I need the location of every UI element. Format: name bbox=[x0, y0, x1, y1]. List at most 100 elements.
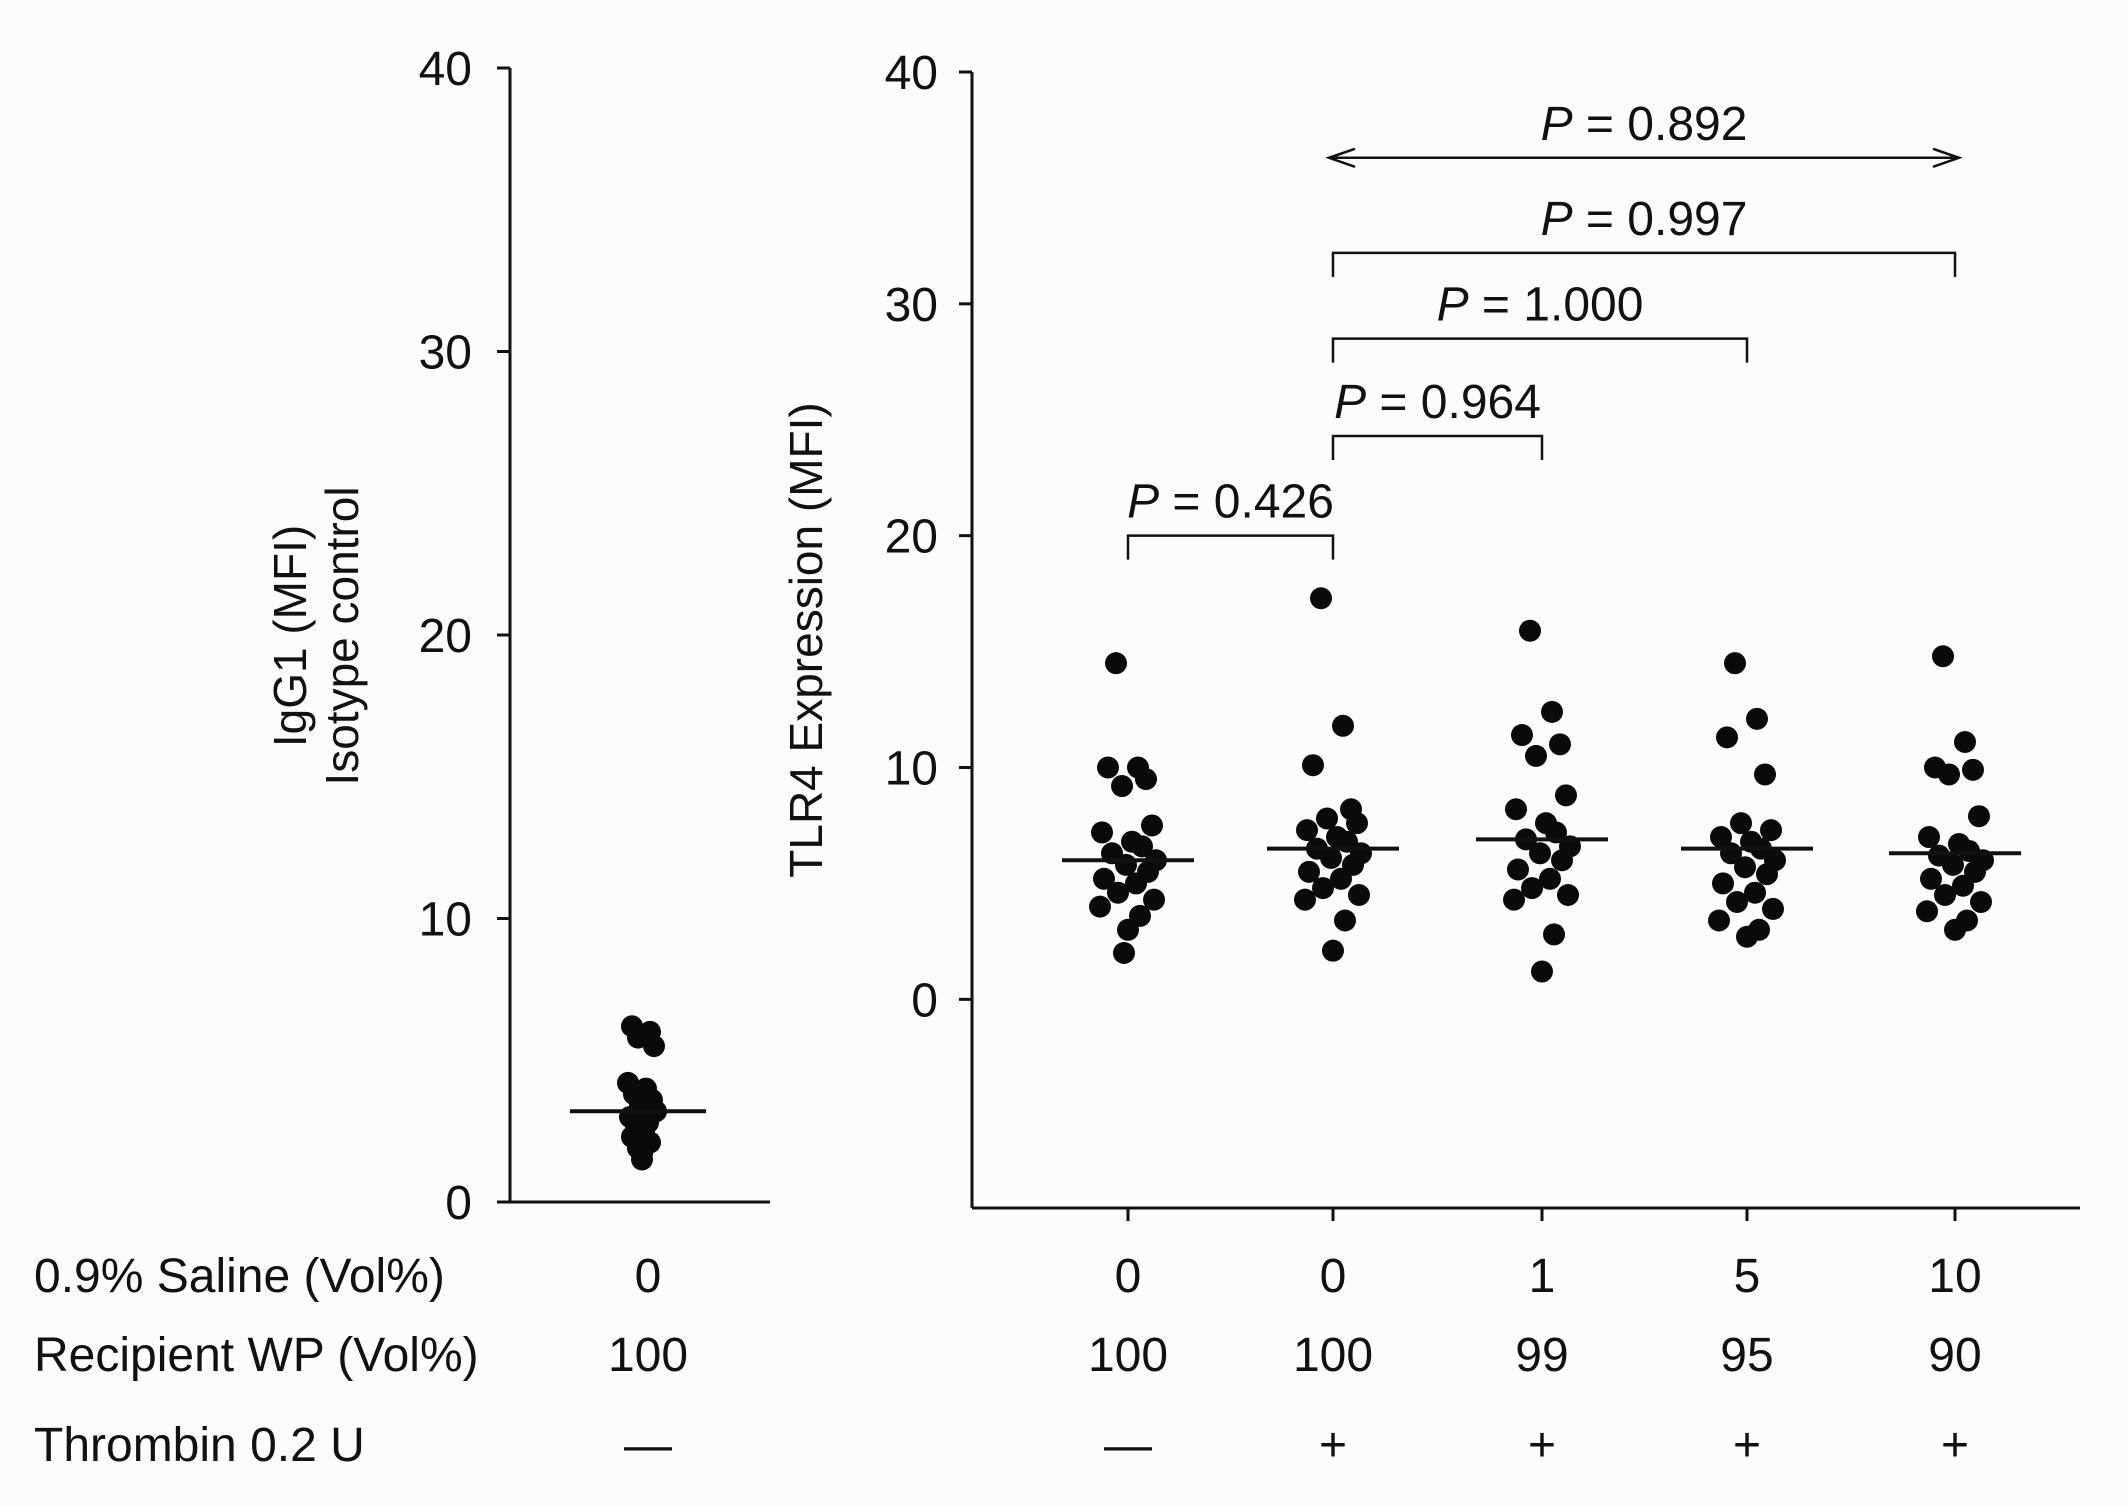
p-value-label: P = 1.000 bbox=[1437, 279, 1644, 332]
tlr4-data-point bbox=[1726, 890, 1748, 913]
right-y-tick-label: 20 bbox=[885, 511, 938, 564]
right-y-tick-label: 0 bbox=[911, 974, 938, 1027]
tlr4-data-point bbox=[1334, 909, 1356, 932]
tlr4-expression-panel: 0 10 20 30 40 TLR4 Expression (MFI) P = 0.42… bbox=[780, 47, 2080, 1221]
tlr4-data-point bbox=[1310, 587, 1332, 610]
wp-value: 100 bbox=[608, 1329, 688, 1382]
tlr4-data-point bbox=[1916, 900, 1938, 923]
tlr4-data-point bbox=[1539, 867, 1561, 890]
saline-value: 0 bbox=[1115, 1250, 1142, 1303]
tlr4-data-point bbox=[1736, 925, 1758, 948]
wp-value: 95 bbox=[1720, 1329, 1773, 1382]
left-y-tick-label: 20 bbox=[419, 610, 472, 663]
right-y-tick-label: 30 bbox=[885, 279, 938, 332]
tlr4-data-point bbox=[1302, 754, 1324, 777]
isotype-data-point bbox=[643, 1035, 665, 1058]
tlr4-data-point bbox=[1125, 872, 1147, 895]
thrombin-value: + bbox=[1941, 1419, 1969, 1472]
tlr4-data-point bbox=[1105, 652, 1127, 675]
tlr4-data-point bbox=[1117, 918, 1139, 941]
tlr4-data-point bbox=[1543, 923, 1565, 946]
tlr4-data-point bbox=[1525, 744, 1547, 767]
tlr4-data-point bbox=[1519, 619, 1541, 642]
tlr4-data-point bbox=[1968, 805, 1990, 828]
tlr4-data-point bbox=[1952, 874, 1974, 897]
tlr4-data-point bbox=[1932, 645, 1954, 668]
tlr4-data-point bbox=[1141, 814, 1163, 837]
tlr4-data-point bbox=[1296, 819, 1318, 842]
saline-value: 0 bbox=[635, 1250, 662, 1303]
tlr4-data-point bbox=[1294, 888, 1316, 911]
tlr4-data-point bbox=[1332, 714, 1354, 737]
isotype-data-point bbox=[631, 1148, 653, 1171]
wp-value: 99 bbox=[1515, 1329, 1568, 1382]
p-value-label: P = 0.426 bbox=[1127, 476, 1334, 529]
right-y-tick-label: 10 bbox=[885, 743, 938, 796]
tlr4-data-point bbox=[1091, 821, 1113, 844]
saline-value: 5 bbox=[1734, 1250, 1761, 1303]
tlr4-data-point bbox=[1549, 733, 1571, 756]
tlr4-data-point bbox=[1330, 867, 1352, 890]
thrombin-value: + bbox=[1319, 1419, 1347, 1472]
tlr4-data-point bbox=[1111, 775, 1133, 798]
tlr4-data-point bbox=[1093, 867, 1115, 890]
right-y-label: TLR4 Expression (MFI) bbox=[780, 402, 832, 877]
tlr4-data-point bbox=[1712, 872, 1734, 895]
left-y-tick-label: 30 bbox=[419, 327, 472, 380]
tlr4-data-point bbox=[1762, 897, 1784, 920]
tlr4-data-point bbox=[1529, 842, 1551, 865]
saline-row-label: 0.9% Saline (Vol%) bbox=[34, 1250, 445, 1303]
tlr4-data-point bbox=[1962, 758, 1984, 781]
tlr4-data-point bbox=[1089, 895, 1111, 918]
comparison-bracket bbox=[1331, 337, 1749, 363]
tlr4-data-point bbox=[1507, 858, 1529, 881]
tlr4-data-point bbox=[1760, 819, 1782, 842]
tlr4-data-point bbox=[1541, 700, 1563, 723]
tlr4-data-point bbox=[1934, 884, 1956, 907]
tlr4-data-point bbox=[1135, 768, 1157, 791]
thrombin-row-label: Thrombin 0.2 U bbox=[34, 1419, 365, 1472]
tlr4-data-point bbox=[1298, 860, 1320, 883]
tlr4-data-point bbox=[1131, 835, 1153, 858]
thrombin-value: + bbox=[1528, 1419, 1556, 1472]
thrombin-value: + bbox=[1733, 1419, 1761, 1472]
tlr4-data-point bbox=[1505, 798, 1527, 821]
left-y-label-line2: Isotype control bbox=[316, 486, 368, 785]
tlr4-data-point bbox=[1944, 918, 1966, 941]
tlr4-data-point bbox=[1730, 812, 1752, 835]
comparison-bracket bbox=[1126, 534, 1335, 560]
isotype-control-panel: 0 10 20 30 40 IgG1 (MFI) Isotype control bbox=[264, 43, 770, 1230]
right-y-tick-label: 40 bbox=[885, 47, 938, 100]
p-value-label: P = 0.997 bbox=[1541, 193, 1748, 246]
tlr4-data-point bbox=[1316, 807, 1338, 830]
left-y-label-line1: IgG1 (MFI) bbox=[264, 525, 316, 747]
wp-value: 100 bbox=[1293, 1329, 1373, 1382]
tlr4-data-point bbox=[1716, 726, 1738, 749]
tlr4-data-point bbox=[1322, 939, 1344, 962]
comparison-bracket bbox=[1331, 434, 1544, 460]
tlr4-data-point bbox=[1551, 849, 1573, 872]
tlr4-data-point bbox=[1708, 909, 1730, 932]
comparison-bracket bbox=[1331, 251, 1957, 277]
tlr4-data-point bbox=[1746, 707, 1768, 730]
arrow-head-right bbox=[1932, 147, 1963, 168]
saline-value: 0 bbox=[1320, 1250, 1347, 1303]
tlr4-data-point bbox=[1734, 856, 1756, 879]
tlr4-data-point bbox=[1320, 846, 1342, 869]
tlr4-data-point bbox=[1555, 784, 1577, 807]
tlr4-data-point bbox=[1744, 881, 1766, 904]
left-y-tick-label: 0 bbox=[445, 1177, 472, 1230]
tlr4-data-point bbox=[1710, 826, 1732, 849]
tlr4-data-point bbox=[1942, 853, 1964, 876]
left-y-tick-label: 40 bbox=[419, 43, 472, 96]
saline-value: 10 bbox=[1928, 1250, 1981, 1303]
arrow-head-left bbox=[1325, 147, 1356, 168]
p-value-label: P = 0.964 bbox=[1334, 376, 1541, 429]
tlr4-data-point bbox=[1097, 756, 1119, 779]
thrombin-value: — bbox=[1104, 1419, 1152, 1472]
tlr4-data-point bbox=[1115, 853, 1137, 876]
tlr4-data-point bbox=[1521, 877, 1543, 900]
tlr4-data-point bbox=[1348, 884, 1370, 907]
thrombin-value: — bbox=[624, 1419, 672, 1472]
